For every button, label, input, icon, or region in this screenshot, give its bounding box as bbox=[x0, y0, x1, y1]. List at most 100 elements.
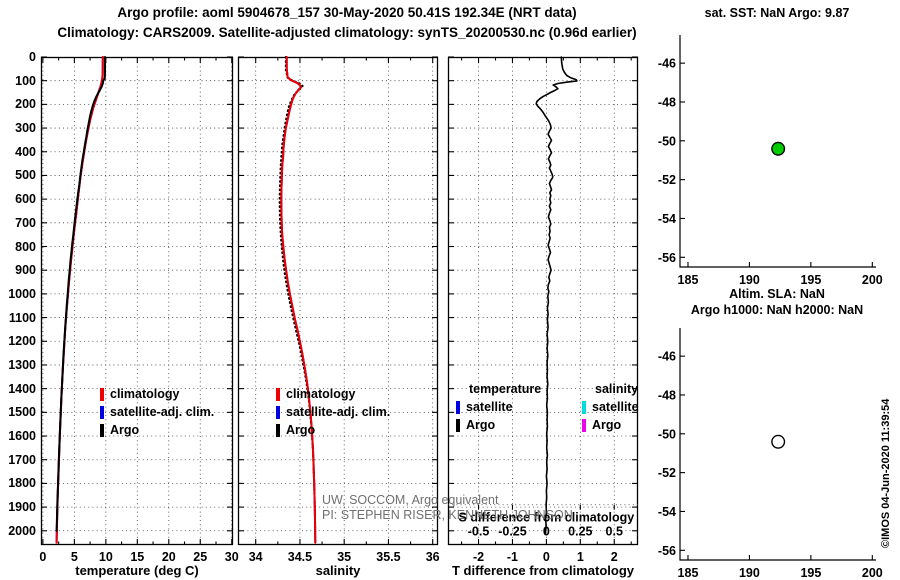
depth-tick-label: 200 bbox=[15, 97, 36, 112]
svg-text:30: 30 bbox=[225, 550, 239, 564]
depth-tick-label: 700 bbox=[15, 215, 36, 230]
svg-text:-52: -52 bbox=[658, 173, 676, 187]
depth-tick-label: 1000 bbox=[8, 286, 36, 301]
svg-text:34: 34 bbox=[249, 550, 263, 564]
satellite-line-marker bbox=[582, 400, 586, 414]
svg-text:-2: -2 bbox=[473, 550, 484, 564]
argo-line-marker bbox=[276, 423, 280, 437]
credit-line-1: UW, SOCCOM, Argo equivalent bbox=[322, 493, 499, 507]
depth-tick-label: 1500 bbox=[8, 405, 36, 420]
svg-text:185: 185 bbox=[678, 273, 699, 287]
depth-tick-label: 900 bbox=[15, 263, 36, 278]
argo-line-marker bbox=[582, 418, 586, 432]
depth-tick-label: 100 bbox=[15, 73, 36, 88]
svg-text:0.25: 0.25 bbox=[568, 525, 592, 539]
svg-text:15: 15 bbox=[130, 550, 144, 564]
svg-text:-50: -50 bbox=[658, 427, 676, 441]
legend-header-salinity: salinity bbox=[595, 382, 639, 396]
svg-text:-54: -54 bbox=[658, 212, 676, 226]
svg-text:-46: -46 bbox=[658, 350, 676, 364]
legend-temperature-panel: climatology satellite-adj. clim. Argo bbox=[100, 385, 214, 439]
satellite-line-marker bbox=[456, 400, 460, 414]
argo-line-marker bbox=[100, 423, 104, 437]
svg-text:185: 185 bbox=[678, 566, 699, 580]
depth-tick-label: 0 bbox=[29, 50, 36, 64]
legend-label: Argo bbox=[466, 418, 496, 432]
figure-title: Argo profile: aoml 5904678_157 30-May-20… bbox=[0, 3, 694, 42]
svg-text:34.5: 34.5 bbox=[288, 550, 312, 564]
temperature-panel: 0 5 10 15 20 25 30 bbox=[39, 56, 239, 564]
satellite-adj-line-marker bbox=[276, 405, 280, 419]
depth-tick-label: 1600 bbox=[8, 429, 36, 444]
argo-line-marker bbox=[456, 418, 460, 432]
svg-text:-0.5: -0.5 bbox=[468, 525, 490, 539]
svg-text:-54: -54 bbox=[658, 505, 676, 519]
legend-salinity-panel: climatology satellite-adj. clim. Argo bbox=[276, 385, 390, 439]
depth-tick-label: 800 bbox=[15, 239, 36, 254]
legend-item-argo: Argo bbox=[582, 416, 639, 434]
t-difference-axis-label: T difference from climatology bbox=[451, 563, 635, 578]
depth-tick-label: 600 bbox=[15, 192, 36, 207]
svg-text:0.5: 0.5 bbox=[606, 525, 623, 539]
legend-label: Argo bbox=[286, 423, 316, 437]
climatology-line-marker bbox=[100, 387, 104, 401]
legend-item-climatology: climatology bbox=[100, 385, 214, 403]
svg-text:-56: -56 bbox=[658, 544, 676, 558]
legend-header-temperature: temperature bbox=[469, 382, 542, 396]
svg-text:1: 1 bbox=[577, 550, 584, 564]
depth-tick-label: 400 bbox=[15, 144, 36, 159]
legend-s-difference: salinity satellite Argo bbox=[582, 380, 639, 434]
svg-text:-56: -56 bbox=[658, 251, 676, 265]
depth-tick-label: 2000 bbox=[8, 523, 36, 538]
svg-text:20: 20 bbox=[162, 550, 176, 564]
imos-watermark: ©IMOS 04-Jun-2020 11:39:54 bbox=[880, 398, 892, 548]
legend-item-argo: Argo bbox=[276, 421, 390, 439]
svg-text:10: 10 bbox=[99, 550, 113, 564]
svg-text:2: 2 bbox=[611, 550, 618, 564]
title-line-2: Climatology: CARS2009. Satellite-adjuste… bbox=[57, 24, 637, 40]
svg-text:-46: -46 bbox=[658, 57, 676, 71]
depth-axis-labels: 0 100 200 300 400 500 600 700 800 900 1000 1100 1200… bbox=[0, 0, 38, 580]
legend-item-satellite: satellite bbox=[582, 398, 639, 416]
svg-text:0: 0 bbox=[39, 550, 46, 564]
svg-text:0: 0 bbox=[543, 525, 550, 539]
legend-label: Argo bbox=[592, 418, 622, 432]
credit-text: UW, SOCCOM, Argo equivalent PI: STEPHEN … bbox=[322, 493, 573, 523]
legend-item-satellite: satellite bbox=[456, 398, 541, 416]
legend-item-satellite-adj-clim: satellite-adj. clim. bbox=[100, 403, 214, 421]
depth-tick-label: 1400 bbox=[8, 381, 36, 396]
legend-label: climatology bbox=[286, 387, 356, 401]
svg-text:35.5: 35.5 bbox=[376, 550, 400, 564]
legend-label: satellite-adj. clim. bbox=[286, 405, 391, 419]
depth-tick-label: 1800 bbox=[8, 476, 36, 491]
svg-text:S difference from climatology: S difference from climatology bbox=[459, 511, 635, 525]
temperature-axis-label: temperature (deg C) bbox=[75, 563, 199, 578]
svg-text:25: 25 bbox=[193, 550, 207, 564]
depth-tick-label: 1100 bbox=[8, 310, 36, 325]
svg-text:-50: -50 bbox=[658, 134, 676, 148]
svg-text:195: 195 bbox=[800, 566, 821, 580]
salinity-axis-label: salinity bbox=[315, 563, 361, 578]
svg-text:195: 195 bbox=[800, 273, 821, 287]
svg-text:-52: -52 bbox=[658, 466, 676, 480]
legend-label: satellite-adj. clim. bbox=[110, 405, 215, 419]
legend-label: Argo bbox=[110, 423, 140, 437]
svg-text:-48: -48 bbox=[658, 388, 676, 402]
climatology-line-marker bbox=[276, 387, 280, 401]
t-difference-panel: -2 -1 0 1 2 -0.5 -0.25 0 0.25 0.5S difference fro… bbox=[447, 56, 639, 564]
svg-text:-48: -48 bbox=[658, 95, 676, 109]
legend-item-climatology: climatology bbox=[276, 385, 390, 403]
title-line-1: Argo profile: aoml 5904678_157 30-May-20… bbox=[117, 5, 577, 20]
svg-text:-0.25: -0.25 bbox=[498, 525, 527, 539]
depth-tick-label: 1900 bbox=[8, 500, 36, 515]
sla-map-title-line-2: Argo h1000: NaN h2000: NaN bbox=[690, 302, 864, 317]
legend-item-argo: Argo bbox=[456, 416, 541, 434]
depth-tick-label: 1700 bbox=[8, 452, 36, 467]
legend-item-satellite-adj-clim: satellite-adj. clim. bbox=[276, 403, 390, 421]
legend-label: satellite bbox=[592, 400, 639, 414]
legend-t-difference: temperature satellite Argo bbox=[456, 380, 541, 434]
svg-text:190: 190 bbox=[739, 566, 760, 580]
svg-text:0: 0 bbox=[543, 550, 550, 564]
